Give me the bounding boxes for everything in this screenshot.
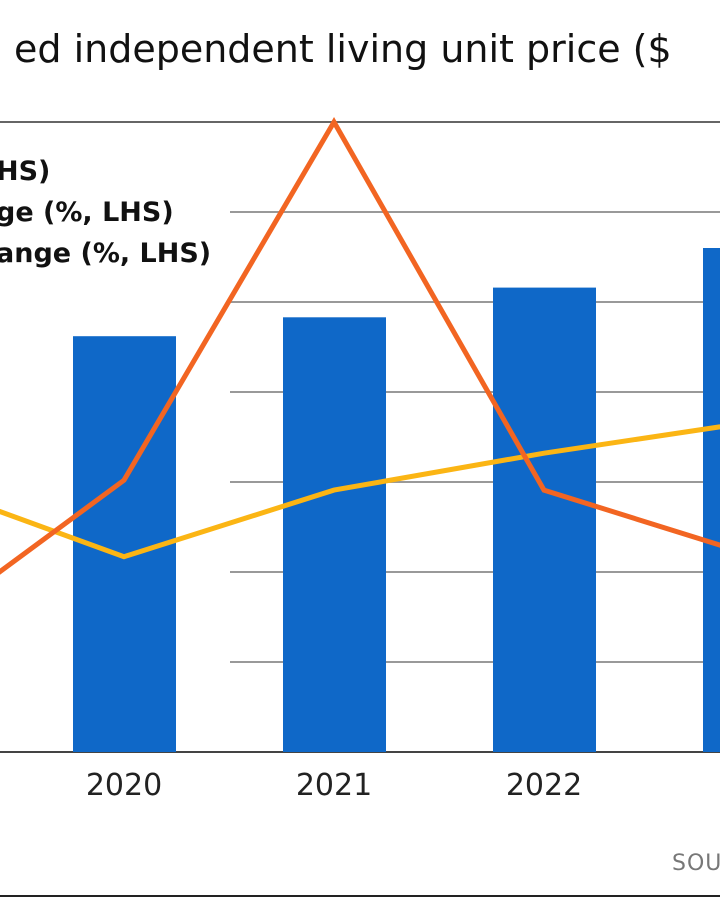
source-label: SOU [672, 851, 720, 876]
lines [0, 117, 720, 575]
chart-title: ed independent living unit price ($ [14, 27, 672, 71]
legend-item-bars: HS) [0, 156, 50, 187]
x-tick-label: 2020 [86, 768, 162, 803]
bar-2023 [703, 248, 720, 752]
x-axis-ticks: 2020 2021 2022 2 [86, 768, 582, 803]
legend-item-yellow: ange (%, LHS) [0, 238, 211, 269]
bars [73, 248, 720, 752]
bar-2021 [283, 317, 386, 752]
legend-item-orange: ge (%, LHS) [0, 197, 174, 228]
x-tick-label: 2022 [506, 768, 582, 803]
x-tick-label: 2021 [296, 768, 372, 803]
bar-2022 [493, 287, 596, 752]
